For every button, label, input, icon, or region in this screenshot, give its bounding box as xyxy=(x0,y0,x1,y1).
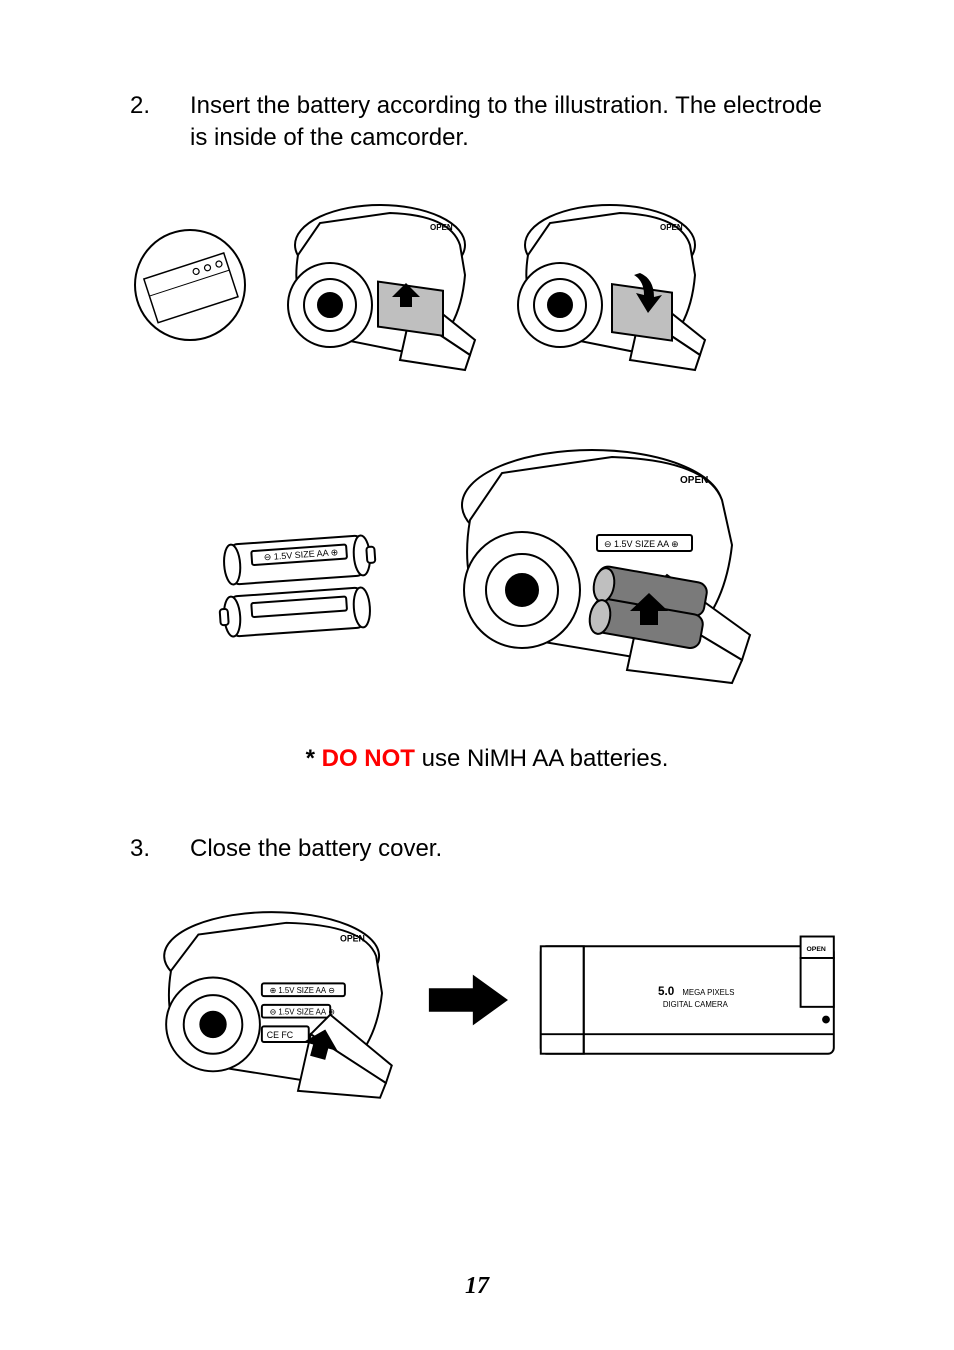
warning-emphasis: DO NOT xyxy=(322,745,415,772)
battery-contacts-inset-icon xyxy=(130,225,250,345)
transition-arrow-icon xyxy=(424,970,512,1030)
open-label: OPEN xyxy=(660,223,683,232)
warning-prefix: * xyxy=(306,745,322,772)
camcorder-push-battery-icon: OPEN xyxy=(490,185,710,385)
aa-batteries-icon: ⊖ 1.5V SIZE AA ⊕ ⊕ 1.5V SIZE AA ⊖ xyxy=(212,470,382,650)
cam-model-line1: MEGA PIXELS xyxy=(683,988,735,997)
battery-warning: * DO NOT use NiMH AA batteries. xyxy=(130,745,844,773)
step-3-text: Close the battery cover. xyxy=(190,833,844,865)
battery-size-label: ⊕ 1.5V SIZE AA ⊖ xyxy=(270,986,335,995)
camcorder-insert-aa-icon: ⊖ 1.5V SIZE AA ⊕ OPEN xyxy=(422,425,762,695)
open-label: OPEN xyxy=(430,223,453,232)
camcorder-insert-flat-battery-icon: OPEN xyxy=(260,185,480,385)
cam-model-bold: 5.0 xyxy=(658,985,675,998)
camcorder-side-closed-icon: 5.0 MEGA PIXELS DIGITAL CAMERA OPEN xyxy=(531,925,844,1075)
illustration-row-2: ⊖ 1.5V SIZE AA ⊕ ⊕ 1.5V SIZE AA ⊖ xyxy=(130,425,844,695)
battery-size-label: ⊖ 1.5V SIZE AA ⊕ xyxy=(604,539,679,549)
open-label: OPEN xyxy=(340,934,365,944)
camcorder-close-cover-icon: ⊕ 1.5V SIZE AA ⊖ ⊖ 1.5V SIZE AA ⊕ CE FC … xyxy=(130,895,404,1105)
step-2: 2. Insert the battery according to the i… xyxy=(130,90,844,155)
open-label: OPEN xyxy=(680,475,708,486)
battery-size-label: ⊖ 1.5V SIZE AA ⊕ xyxy=(270,1008,335,1017)
step-3: 3. Close the battery cover. xyxy=(130,833,844,865)
page-number: 17 xyxy=(0,1273,954,1300)
step-2-number: 2. xyxy=(130,90,190,122)
step-3-number: 3. xyxy=(130,833,190,865)
cert-label: CE FC xyxy=(267,1030,293,1040)
illustration-row-1: OPEN OPEN xyxy=(130,185,844,385)
cam-model-line2: DIGITAL CAMERA xyxy=(663,1000,729,1009)
open-label: OPEN xyxy=(807,946,826,953)
illustration-row-3: ⊕ 1.5V SIZE AA ⊖ ⊖ 1.5V SIZE AA ⊕ CE FC … xyxy=(130,895,844,1105)
warning-suffix: use NiMH AA batteries. xyxy=(415,745,668,772)
step-2-text: Insert the battery according to the illu… xyxy=(190,90,844,155)
